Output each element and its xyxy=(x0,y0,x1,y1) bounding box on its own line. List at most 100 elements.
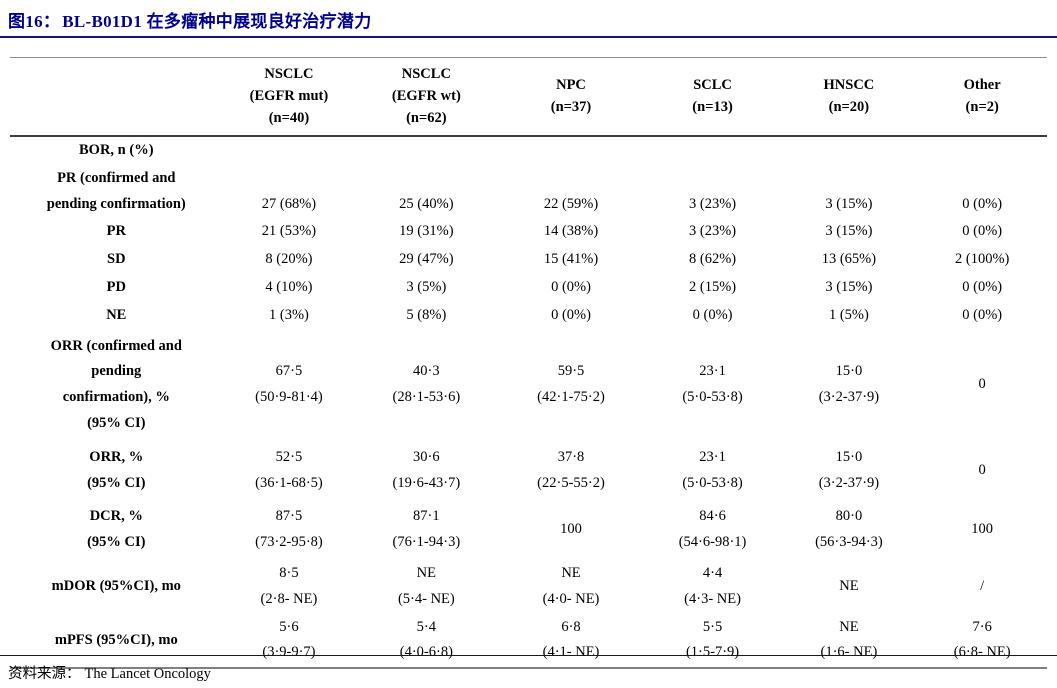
table-cell-mdor-npc: NE (4·0- NE) xyxy=(497,560,644,614)
table-cell-line: 7·6 xyxy=(972,618,992,635)
table-cell-line: (4·1- NE) xyxy=(542,644,600,661)
table-cell-line: 13 (65%) xyxy=(821,251,877,268)
table-cell-line: / xyxy=(980,577,985,594)
table-cell-bor-nsclc-egfr-wt xyxy=(355,136,497,165)
row-label-line: ORR, % xyxy=(89,448,144,465)
column-header-line: (n=40) xyxy=(268,110,310,127)
table-cell-pr-confirmed-pending-nsclc-egfr-mut: 27 (68%) xyxy=(223,165,356,219)
table-cell-line: 2 (100%) xyxy=(954,251,1010,268)
row-label-sd: SD xyxy=(10,246,223,274)
table-cell-dcr-hnscc: 80·0 (56·3-94·3) xyxy=(780,500,917,560)
column-header-line: (n=2) xyxy=(965,99,999,116)
table-cell-line: 15·0 xyxy=(835,448,863,465)
table-cell-line: (1·6- NE) xyxy=(820,644,878,661)
table-cell-pd-sclc: 2 (15%) xyxy=(645,274,781,302)
column-header-line: Other xyxy=(963,77,1001,94)
column-header-line: (n=62) xyxy=(406,110,447,127)
row-label-ne: NE xyxy=(10,302,223,330)
table-cell-dcr-nsclc-egfr-wt: 87·1 (76·1-94·3) xyxy=(355,500,497,560)
row-label-pr: PR xyxy=(10,218,223,246)
table-cell-line: (2·8- NE) xyxy=(260,590,318,607)
table-cell-dcr-nsclc-egfr-mut: 87·5 (73·2-95·8) xyxy=(223,500,356,560)
table-cell-pr-nsclc-egfr-mut: 21 (53%) xyxy=(223,218,356,246)
table-cell-line: 3 (5%) xyxy=(406,279,447,296)
table-row-orr: ORR, % (95% CI) 52·5 (36·1-68·5) 30·6 (19·6-4… xyxy=(10,441,1047,501)
table-cell-pr-hnscc: 3 (15%) xyxy=(780,218,917,246)
table-cell-bor-other xyxy=(917,136,1047,165)
table-cell-line: (1·5-7·9) xyxy=(685,644,740,661)
table-cell-line: 15·0 xyxy=(835,363,863,380)
table-cell-line: 2 (15%) xyxy=(688,279,737,296)
table-cell-line: (28·1-53·6) xyxy=(392,389,461,406)
column-header-hnscc: HNSCC (n=20) xyxy=(780,58,917,137)
table-cell-line: 3 (15%) xyxy=(825,279,873,296)
table-cell-line: 21 (53%) xyxy=(261,223,317,240)
table-cell-orr-nsclc-egfr-wt: 30·6 (19·6-43·7) xyxy=(355,441,497,501)
column-header-line: (EGFR mut) xyxy=(249,88,329,105)
table-cell-line: 0 (0%) xyxy=(962,195,1003,212)
table-cell-line: (3·9-9·7) xyxy=(262,644,316,661)
table-cell-sd-nsclc-egfr-wt: 29 (47%) xyxy=(355,246,497,274)
table-row-mpfs: mPFS (95%CI), mo 5·6 (3·9-9·7) 5·4 (4·0-6·8)… xyxy=(10,614,1047,669)
table-cell-line: 8 (20%) xyxy=(265,251,313,268)
table-cell-line: (6·8- NE) xyxy=(953,644,1011,661)
table-cell-line: 37·8 xyxy=(557,448,585,465)
table-cell-mpfs-hnscc: NE (1·6- NE) xyxy=(780,614,917,669)
table-cell-mpfs-nsclc-egfr-mut: 5·6 (3·9-9·7) xyxy=(223,614,356,669)
table-cell-line: 80·0 xyxy=(835,508,863,525)
table-cell-sd-nsclc-egfr-mut: 8 (20%) xyxy=(223,246,356,274)
table-cell-ne-nsclc-egfr-wt: 5 (8%) xyxy=(355,302,497,330)
table-cell-line: 40·3 xyxy=(413,363,440,380)
table-cell-pd-hnscc: 3 (15%) xyxy=(780,274,917,302)
row-label-line: PD xyxy=(106,279,126,296)
row-label-line: pending xyxy=(91,363,142,380)
table-cell-bor-hnscc xyxy=(780,136,917,165)
table-cell-line: 4 (10%) xyxy=(265,279,313,296)
table-cell-mdor-nsclc-egfr-wt: NE (5·4- NE) xyxy=(355,560,497,614)
column-header-line: (n=13) xyxy=(692,99,733,116)
row-label-orr-confirmed-pending: ORR (confirmed and pending confirmation), … xyxy=(10,330,223,441)
table-cell-line: 0 (0%) xyxy=(692,306,733,323)
table-cell-line: (5·4- NE) xyxy=(397,590,455,607)
column-header-npc: NPC (n=37) xyxy=(497,58,644,137)
table-cell-line: 29 (47%) xyxy=(399,251,454,268)
table-cell-pr-nsclc-egfr-wt: 19 (31%) xyxy=(355,218,497,246)
table-cell-line: 3 (23%) xyxy=(688,195,737,212)
table-cell-line: 1 (5%) xyxy=(828,306,869,323)
table-cell-line: 1 (3%) xyxy=(269,306,309,323)
table-cell-pr-confirmed-pending-other: 0 (0%) xyxy=(917,165,1047,219)
table-row-ne: NE 1 (3%) 5 (8%) 0 (0%) 0 (0%) 1 (5%) 0 (0%) xyxy=(10,302,1047,330)
table-cell-pd-nsclc-egfr-wt: 3 (5%) xyxy=(355,274,497,302)
table-cell-line: 30·6 xyxy=(413,448,440,465)
table-cell-line: 84·6 xyxy=(699,508,726,525)
table-cell-orr-other: 0 xyxy=(917,441,1047,501)
row-label-line: mPFS (95%CI), mo xyxy=(54,631,178,648)
table-cell-line: (42·1-75·2) xyxy=(537,389,605,406)
table-cell-line: 8·5 xyxy=(279,565,299,582)
table-cell-line: 100 xyxy=(971,521,994,538)
figure-label: 图16： xyxy=(8,12,61,31)
table-cell-dcr-npc: 100 xyxy=(497,500,644,560)
table-cell-ne-sclc: 0 (0%) xyxy=(645,302,781,330)
table-row-pr-confirmed-pending: PR (confirmed and pending confirmation) 27… xyxy=(10,165,1047,219)
table-row-dcr: DCR, % (95% CI) 87·5 (73·2-95·8) 87·1 (76·1-9… xyxy=(10,500,1047,560)
table-cell-pd-npc: 0 (0%) xyxy=(497,274,644,302)
row-label-line: pending confirmation) xyxy=(46,195,186,212)
table-cell-mdor-other: / xyxy=(917,560,1047,614)
source-label: 资料来源： xyxy=(8,666,81,682)
table-cell-ne-npc: 0 (0%) xyxy=(497,302,644,330)
table-cell-orr-confirmed-pending-nsclc-egfr-mut: 67·5 (50·9-81·4) xyxy=(223,330,356,441)
table-cell-line: (19·6-43·7) xyxy=(392,474,461,491)
row-label-pr-confirmed-pending: PR (confirmed and pending confirmation) xyxy=(10,165,223,219)
table-cell-mpfs-other: 7·6 (6·8- NE) xyxy=(917,614,1047,669)
table-cell-dcr-other: 100 xyxy=(917,500,1047,560)
table-cell-pr-confirmed-pending-hnscc: 3 (15%) xyxy=(780,165,917,219)
table-cell-line: (4·0-6·8) xyxy=(399,644,453,661)
table-cell-line: 6·8 xyxy=(561,618,581,635)
table-cell-sd-sclc: 8 (62%) xyxy=(645,246,781,274)
table-cell-mdor-nsclc-egfr-mut: 8·5 (2·8- NE) xyxy=(223,560,356,614)
table-cell-line: 25 (40%) xyxy=(399,195,454,212)
row-label-line: PR xyxy=(106,223,126,240)
table-cell-line: 14 (38%) xyxy=(543,223,599,240)
table-cell-line: 19 (31%) xyxy=(399,223,454,240)
